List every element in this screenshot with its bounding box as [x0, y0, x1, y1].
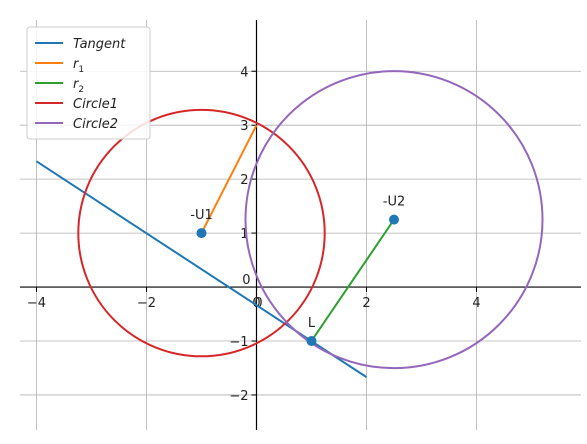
y-tick-label: 1: [240, 227, 248, 242]
x-tick-label: 0: [242, 273, 250, 288]
series-line-3: [310, 219, 395, 342]
x-tick-label: −4: [27, 296, 46, 311]
series-line-1: [35, 160, 368, 378]
y-tick-label: 4: [240, 65, 248, 80]
series-line-2: [200, 124, 258, 234]
y-tick-label: −1: [229, 335, 248, 350]
series-circle-4: [77, 108, 326, 358]
y-tick-label: 0: [254, 296, 262, 311]
y-tick-label: −2: [229, 389, 248, 404]
legend-label: Circle2: [73, 117, 118, 132]
legend-label: r2: [73, 77, 84, 95]
legend-label: r1: [73, 57, 84, 75]
point-label: L: [308, 316, 316, 331]
data-point: [196, 228, 207, 239]
point-label: -U1: [190, 208, 212, 223]
legend-box: [26, 26, 151, 140]
legend: Tangent r1 r2 Circle1 Circle2: [26, 26, 151, 140]
x-tick-label: 0: [252, 296, 260, 311]
y-tick-label: 3: [240, 119, 248, 134]
legend-label: Circle1: [73, 97, 118, 112]
x-tick-label: −2: [137, 296, 156, 311]
data-point: [306, 335, 317, 346]
x-tick-label: 4: [472, 296, 480, 311]
legend-label: Tangent: [73, 37, 126, 52]
series-circle-5: [244, 70, 544, 370]
points: -U1 -U2 L: [190, 195, 405, 346]
point-label: -U2: [383, 195, 405, 210]
x-tick-label: 2: [362, 296, 370, 311]
y-tick-label: 2: [240, 173, 248, 188]
series: [35, 70, 544, 378]
data-point: [389, 214, 399, 225]
